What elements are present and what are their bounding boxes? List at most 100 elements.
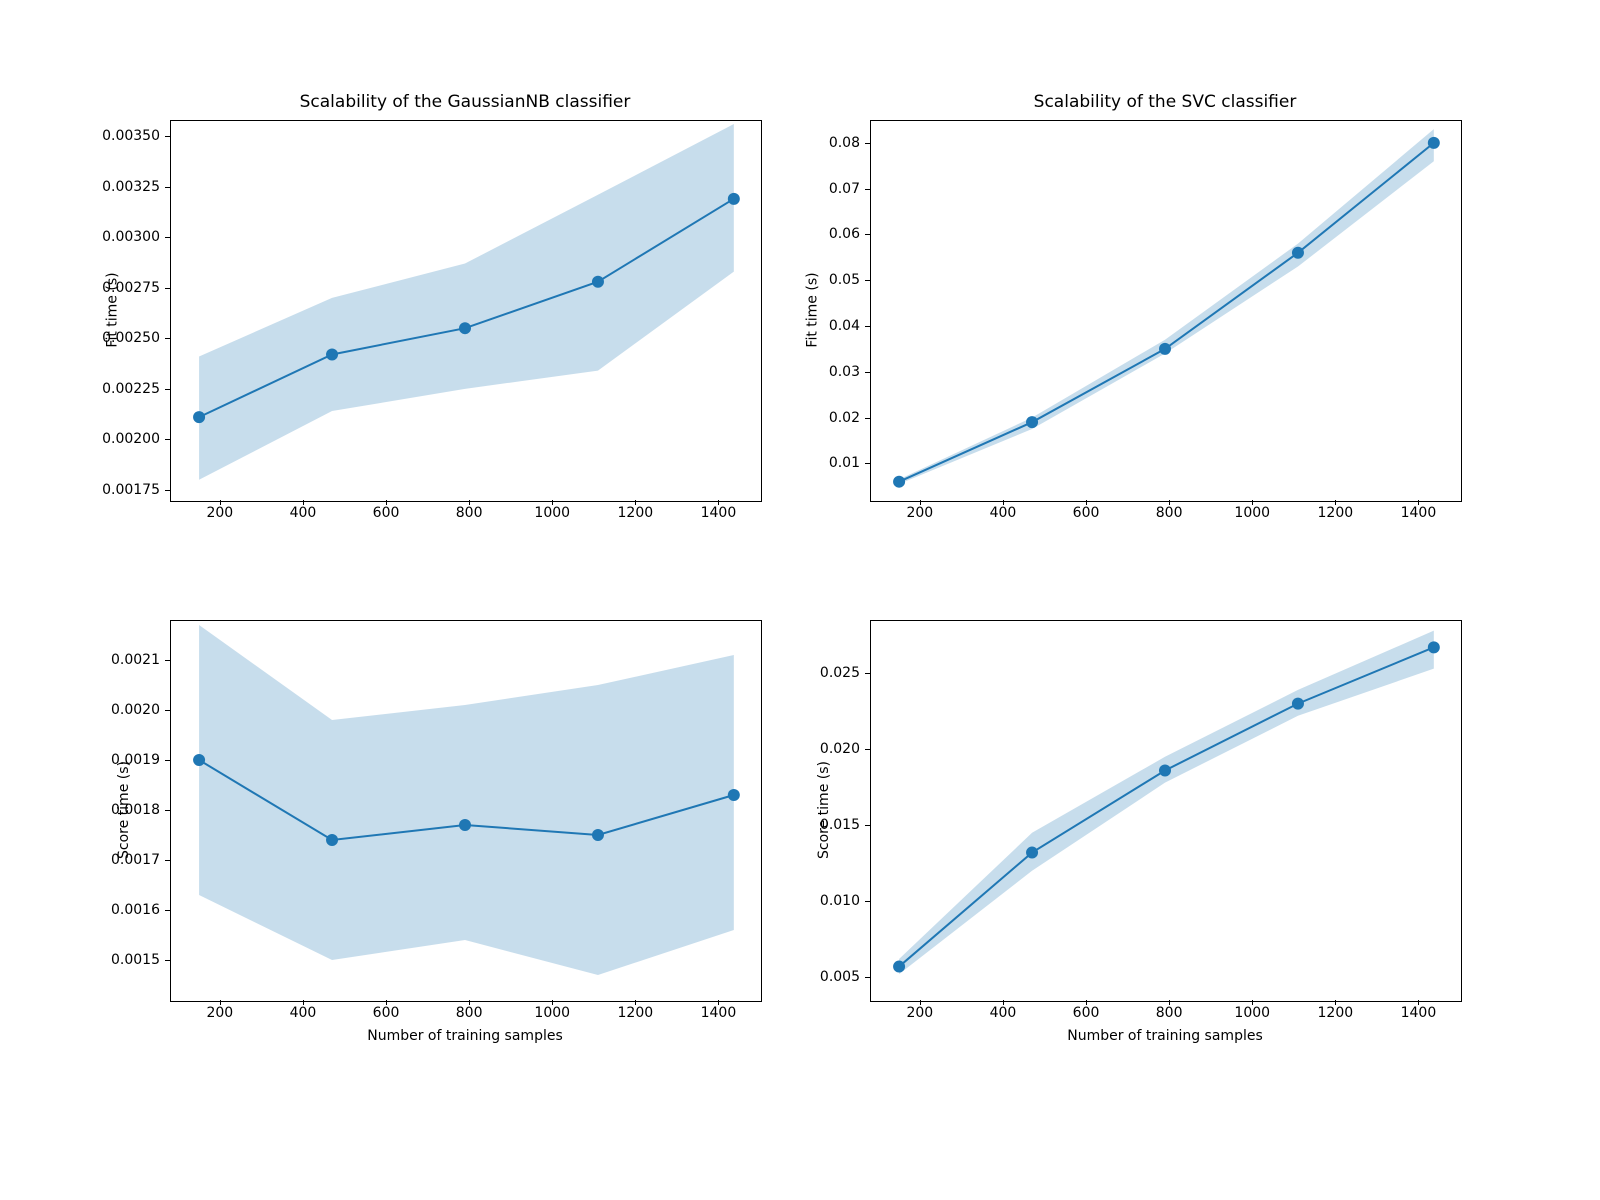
ytick-label: 0.010	[268, 893, 860, 909]
ytick-mark	[165, 810, 170, 811]
chart-svg	[170, 120, 760, 500]
xtick-label: 1200	[1318, 505, 1354, 521]
ytick-mark	[865, 418, 870, 419]
y-axis-label: Score time (s)	[816, 761, 832, 859]
ytick-mark	[165, 288, 170, 289]
subplot-svc-fit: 2004006008001000120014000.010.020.030.04…	[870, 120, 1460, 500]
figure: 200 400 600 800 1000 1200 1400 0.00175 0.00200 0.…	[0, 0, 1600, 1200]
ytick-label: 0.0019	[0, 752, 160, 768]
y-axis-label: Fit time (s)	[805, 272, 821, 347]
ytick-label: 0.00275	[0, 280, 160, 296]
data-point	[1292, 247, 1304, 259]
data-point	[1428, 137, 1440, 149]
ytick-mark	[865, 189, 870, 190]
xtick-label: 400	[290, 1005, 317, 1021]
subplot-svc-score: 2004006008001000120014000.0050.0100.0150…	[870, 620, 1460, 1000]
xtick-label: 600	[1073, 505, 1100, 521]
ytick-mark	[165, 389, 170, 390]
series-line	[899, 143, 1434, 482]
ytick-label: 0.03	[268, 364, 860, 380]
xtick-label: 400	[990, 1005, 1017, 1021]
xtick-label: 1200	[618, 1005, 654, 1021]
xtick-label: 1000	[1234, 505, 1270, 521]
ytick-mark	[865, 825, 870, 826]
ytick-mark	[165, 187, 170, 188]
ytick-label: 0.00350	[0, 128, 160, 144]
ytick-mark	[165, 439, 170, 440]
xtick-label: 1200	[1318, 1005, 1354, 1021]
ytick-mark	[865, 673, 870, 674]
ytick-mark	[865, 326, 870, 327]
ytick-label: 0.00325	[0, 179, 160, 195]
ytick-label: 0.00175	[0, 482, 160, 498]
data-point	[1292, 698, 1304, 710]
chart-svg	[870, 120, 1460, 500]
xtick-label: 400	[990, 505, 1017, 521]
ytick-mark	[165, 960, 170, 961]
chart-title: Scalability of the GaussianNB classifier	[170, 92, 760, 112]
ytick-label: 0.08	[268, 135, 860, 151]
xtick-label: 600	[373, 1005, 400, 1021]
confidence-band	[899, 631, 1434, 975]
ytick-mark	[865, 901, 870, 902]
ytick-mark	[165, 910, 170, 911]
xtick-label: 600	[1073, 1005, 1100, 1021]
xtick-label: 1200	[618, 505, 654, 521]
xtick-label: 800	[1156, 505, 1183, 521]
data-point	[1428, 641, 1440, 653]
xtick-label: 400	[290, 505, 317, 521]
ytick-label: 0.00250	[0, 330, 160, 346]
ytick-mark	[165, 710, 170, 711]
xtick-label: 200	[206, 1005, 233, 1021]
data-point	[1026, 416, 1038, 428]
ytick-mark	[165, 490, 170, 491]
ytick-mark	[865, 749, 870, 750]
ytick-mark	[165, 136, 170, 137]
data-point	[193, 411, 205, 423]
xtick-label: 1400	[1401, 1005, 1437, 1021]
data-point	[1159, 764, 1171, 776]
data-point	[193, 754, 205, 766]
data-point	[326, 348, 338, 360]
x-axis-label: Number of training samples	[170, 1028, 760, 1044]
chart-svg	[870, 620, 1460, 1000]
data-point	[1026, 847, 1038, 859]
xtick-label: 200	[206, 505, 233, 521]
ytick-mark	[165, 237, 170, 238]
xtick-label: 800	[1156, 1005, 1183, 1021]
ytick-mark	[865, 280, 870, 281]
x-axis-label: Number of training samples	[870, 1028, 1460, 1044]
xtick-label: 200	[906, 505, 933, 521]
ytick-label: 0.025	[268, 665, 860, 681]
xtick-label: 800	[456, 1005, 483, 1021]
ytick-label: 0.02	[268, 410, 860, 426]
data-point	[326, 834, 338, 846]
ytick-label: 0.00225	[0, 381, 160, 397]
ytick-mark	[865, 234, 870, 235]
ytick-label: 0.00200	[0, 431, 160, 447]
data-point	[893, 476, 905, 488]
ytick-label: 0.05	[268, 272, 860, 288]
ytick-mark	[165, 760, 170, 761]
ytick-mark	[165, 338, 170, 339]
ytick-label: 0.0017	[0, 852, 160, 868]
data-point	[1159, 343, 1171, 355]
xtick-label: 800	[456, 505, 483, 521]
ytick-label: 0.04	[268, 318, 860, 334]
xtick-label: 600	[373, 505, 400, 521]
ytick-mark	[865, 372, 870, 373]
ytick-label: 0.0020	[0, 702, 160, 718]
xtick-label: 1400	[701, 1005, 737, 1021]
ytick-label: 0.0021	[0, 652, 160, 668]
ytick-label: 0.020	[268, 741, 860, 757]
xtick-label: 200	[906, 1005, 933, 1021]
ytick-label: 0.06	[268, 226, 860, 242]
ytick-mark	[865, 463, 870, 464]
data-point	[893, 961, 905, 973]
y-axis-label: Fit time (s)	[105, 272, 121, 347]
ytick-label: 0.015	[268, 817, 860, 833]
xtick-label: 1000	[534, 505, 570, 521]
ytick-mark	[165, 660, 170, 661]
ytick-mark	[865, 143, 870, 144]
xtick-label: 1400	[701, 505, 737, 521]
